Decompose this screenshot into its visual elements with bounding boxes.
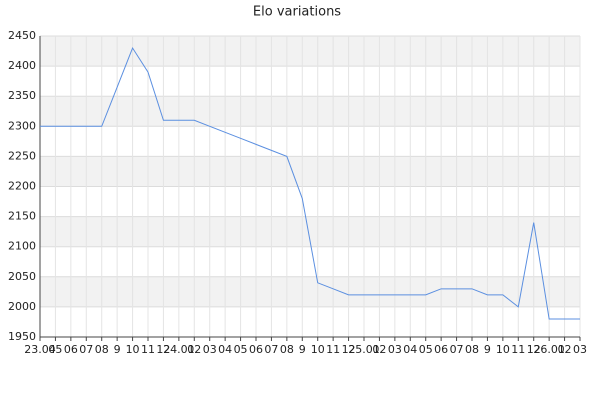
x-tick-label: 06 [249,343,263,356]
x-tick-label: 23.04 [24,343,56,356]
x-tick-label: 02 [372,343,386,356]
x-tick-label: 05 [419,343,433,356]
x-tick-label: 06 [434,343,448,356]
x-tick-label: 9 [299,343,306,356]
x-tick-label: 12 [527,343,541,356]
x-tick-label: 9 [484,343,491,356]
y-tick-label: 2450 [8,29,36,42]
y-tick-label: 2100 [8,240,36,253]
x-tick-label: 06 [64,343,78,356]
x-tick-label: 10 [126,343,140,356]
grid-band [40,276,580,307]
x-tick-label: 04 [403,343,417,356]
x-tick-label: 05 [234,343,248,356]
x-tick-label: 10 [496,343,510,356]
x-tick-label: 02 [558,343,572,356]
x-tick-label: 03 [573,343,587,356]
y-tick-label: 2050 [8,270,36,283]
x-tick-label: 11 [326,343,340,356]
line-series [40,46,580,320]
x-tick-label: 07 [264,343,278,356]
x-tick-label: 05 [48,343,62,356]
x-tick-label: 11 [511,343,525,356]
x-tick-label: 04 [218,343,232,356]
y-tick-label: 2300 [8,119,36,132]
y-tick-label: 2200 [8,180,36,193]
y-tick-label: 2000 [8,300,36,313]
x-tick-label: 08 [280,343,294,356]
x-tick-label: 03 [203,343,217,356]
grid-band [40,36,580,67]
x-tick-label: 08 [465,343,479,356]
x-tick-label: 25.01 [348,343,380,356]
y-tick-label: 2400 [8,59,36,72]
x-tick-label: 12 [342,343,356,356]
y-tick-label: 2350 [8,89,36,102]
x-tick-label: 07 [79,343,93,356]
x-tick-label: 02 [187,343,201,356]
grid-band [40,156,580,187]
y-tick-label: 2150 [8,210,36,223]
chart-title: Elo variations [253,5,341,20]
x-tick-label: 9 [114,343,121,356]
x-tick-label: 24.01 [163,343,195,356]
x-tick-label: 08 [95,343,109,356]
y-tick-label: 2250 [8,149,36,162]
grid-band [40,96,580,127]
y-tick-label: 1950 [8,330,36,343]
x-tick-label: 07 [450,343,464,356]
x-tick-label: 12 [156,343,170,356]
x-tick-label: 11 [141,343,155,356]
x-tick-label: 03 [388,343,402,356]
x-tick-label: 10 [311,343,325,356]
x-tick-label: 26.01 [533,343,565,356]
